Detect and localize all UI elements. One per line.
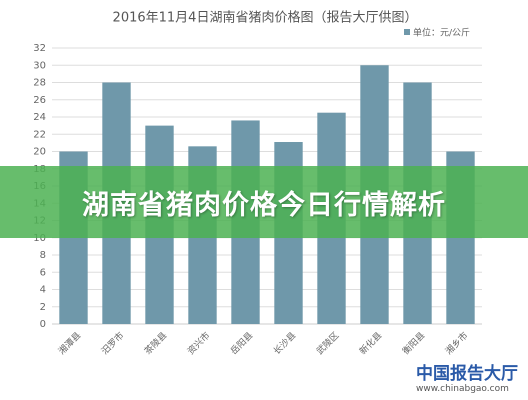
y-tick-label: 24 bbox=[33, 112, 46, 123]
watermark-url: www.chinabgao.com bbox=[416, 384, 509, 394]
x-tick-label: 武陵区 bbox=[314, 329, 342, 357]
y-tick-label: 4 bbox=[40, 285, 46, 296]
y-tick-label: 8 bbox=[40, 250, 46, 261]
x-tick-label: 长沙县 bbox=[271, 329, 299, 357]
x-tick-label: 岳阳县 bbox=[228, 329, 256, 357]
watermark: 中国报告大厅 www.chinabgao.com bbox=[416, 359, 518, 394]
y-tick-label: 10 bbox=[33, 233, 46, 244]
x-tick-label: 湘乡市 bbox=[443, 329, 471, 357]
x-tick-label: 湘潭县 bbox=[56, 329, 84, 357]
legend-label: 单位：元/公斤 bbox=[413, 27, 470, 39]
y-tick-label: 22 bbox=[33, 129, 46, 140]
y-tick-label: 30 bbox=[33, 60, 46, 71]
y-tick-label: 0 bbox=[40, 319, 46, 330]
y-tick-label: 32 bbox=[33, 43, 46, 54]
x-tick-label: 汨罗市 bbox=[99, 329, 127, 357]
y-tick-label: 20 bbox=[33, 147, 46, 158]
y-tick-label: 26 bbox=[33, 95, 46, 106]
chart-title: 2016年11月4日湖南省猪肉价格图（报告大厅供图） bbox=[113, 10, 418, 26]
y-tick-label: 2 bbox=[40, 302, 46, 313]
x-tick-label: 衡阳县 bbox=[400, 329, 428, 357]
x-tick-label: 新化县 bbox=[357, 329, 385, 357]
x-tick-label: 资兴市 bbox=[185, 329, 213, 357]
banner-text: 湖南省猪肉价格今日行情解析 bbox=[82, 189, 446, 221]
legend-swatch bbox=[404, 29, 410, 35]
x-tick-label: 茶陵县 bbox=[142, 329, 170, 357]
y-tick-label: 28 bbox=[33, 78, 46, 89]
banner: 湖南省猪肉价格今日行情解析 bbox=[0, 166, 528, 238]
watermark-brand: 中国报告大厅 bbox=[416, 364, 518, 384]
y-tick-label: 6 bbox=[40, 267, 46, 278]
